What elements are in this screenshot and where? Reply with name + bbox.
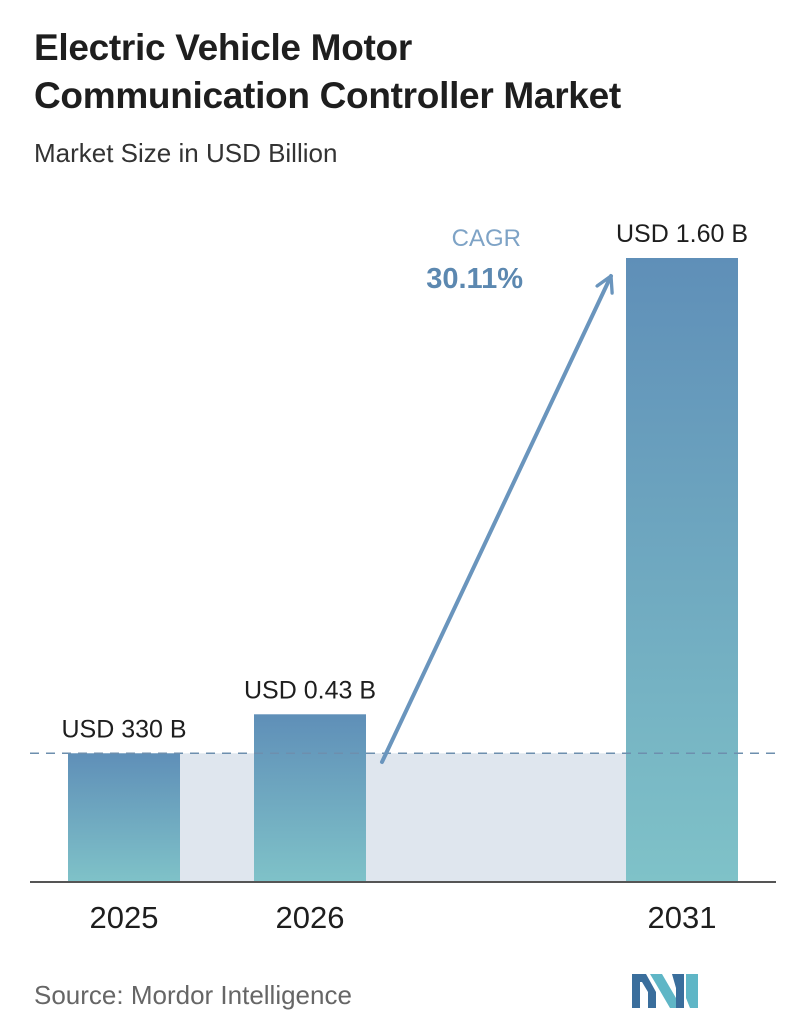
chart-title-line-1: Electric Vehicle Motor bbox=[34, 27, 412, 68]
cagr-arrow bbox=[380, 274, 614, 764]
bar-2025 bbox=[68, 753, 180, 882]
cagr-value: 30.11% bbox=[426, 263, 523, 295]
x-tick-label-2026: 2026 bbox=[276, 900, 345, 935]
data-label-2031: USD 1.60 B bbox=[616, 220, 748, 248]
chart-title: Electric Vehicle Motor Communication Con… bbox=[34, 24, 774, 120]
cagr-label: CAGR bbox=[452, 225, 521, 252]
bar-2031 bbox=[626, 258, 738, 882]
mordor-intelligence-logo bbox=[632, 974, 698, 1008]
bar-chart: USD 330 B 2025 USD 0.43 B 2026 USD 1.60 B 203… bbox=[30, 220, 776, 935]
source-note: Source: Mordor Intelligence bbox=[34, 980, 352, 1010]
bar-2026 bbox=[254, 714, 366, 882]
data-label-2026: USD 0.43 B bbox=[244, 676, 376, 704]
chart-title-line-2: Communication Controller Market bbox=[34, 75, 621, 116]
x-tick-label-2025: 2025 bbox=[90, 900, 159, 935]
data-label-2025: USD 330 B bbox=[61, 715, 186, 743]
x-tick-label-2031: 2031 bbox=[648, 900, 717, 935]
chart-subtitle: Market Size in USD Billion bbox=[34, 138, 338, 168]
